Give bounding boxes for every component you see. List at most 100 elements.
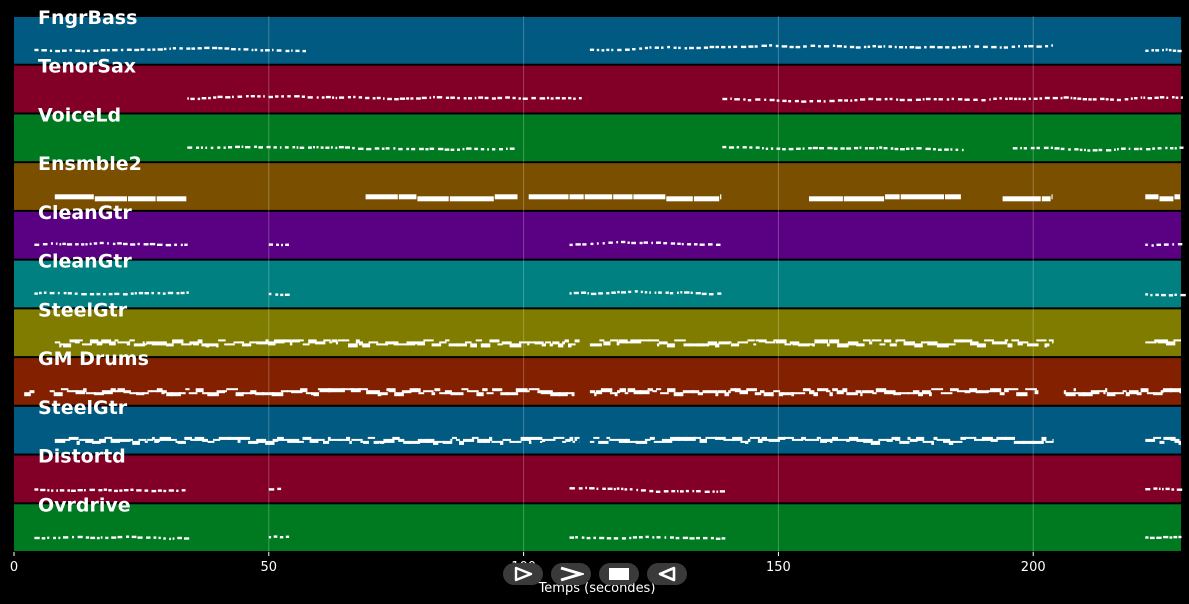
note: [114, 390, 119, 393]
note: [457, 96, 460, 100]
note: [452, 392, 464, 396]
note: [381, 147, 385, 150]
track-lane-background: [14, 65, 1181, 113]
note: [254, 48, 258, 52]
note: [541, 343, 546, 347]
note: [789, 45, 794, 49]
note: [172, 339, 184, 344]
note: [625, 438, 630, 443]
note: [282, 339, 292, 343]
note: [1044, 96, 1050, 100]
note: [964, 98, 970, 101]
note: [114, 339, 119, 342]
note: [801, 100, 807, 103]
note: [678, 46, 681, 50]
note: [596, 48, 600, 52]
note: [331, 146, 333, 149]
note: [91, 440, 101, 444]
note: [879, 146, 883, 149]
note: [360, 440, 364, 443]
note: [530, 436, 543, 440]
chevron-right-icon: [560, 566, 584, 582]
note: [760, 390, 765, 394]
note: [433, 95, 435, 99]
note: [1052, 339, 1054, 344]
note: [974, 438, 984, 441]
note: [804, 438, 809, 441]
note: [228, 436, 240, 440]
note: [762, 147, 764, 150]
note: [743, 98, 746, 101]
note: [721, 537, 726, 540]
note: [886, 438, 893, 442]
track-lane: [14, 309, 1181, 357]
note: [63, 291, 67, 295]
track-lane-background: [14, 211, 1181, 259]
note: [62, 49, 67, 52]
note: [823, 100, 826, 103]
note: [254, 145, 257, 148]
note: [664, 341, 668, 345]
x-tick-label: 0: [10, 560, 18, 575]
note: [243, 48, 249, 51]
note: [315, 341, 326, 345]
note: [81, 49, 85, 53]
note: [883, 147, 888, 150]
note: [864, 147, 868, 150]
note: [327, 436, 331, 441]
note: [1165, 48, 1168, 51]
note: [589, 48, 595, 51]
note: [776, 99, 780, 102]
note: [235, 392, 244, 397]
note: [204, 46, 210, 50]
stop-button[interactable]: [599, 563, 639, 585]
note: [358, 341, 363, 346]
note: [895, 436, 901, 441]
note: [616, 487, 620, 490]
note: [945, 46, 950, 49]
note: [376, 96, 381, 100]
note: [843, 196, 885, 202]
note: [154, 341, 165, 346]
note: [1177, 243, 1183, 246]
note: [665, 291, 669, 294]
note: [614, 392, 618, 397]
note: [540, 390, 553, 395]
note: [776, 147, 781, 150]
note: [486, 392, 494, 395]
note: [325, 95, 331, 99]
note: [58, 536, 61, 540]
note: [781, 45, 788, 48]
track-lane: [14, 114, 1184, 162]
note: [899, 46, 904, 49]
forward-button[interactable]: [551, 563, 591, 585]
note: [477, 438, 486, 443]
note: [417, 341, 425, 346]
note: [915, 46, 921, 49]
note: [38, 291, 42, 295]
play-button[interactable]: [503, 563, 543, 585]
note: [268, 341, 276, 346]
note: [172, 537, 175, 540]
note: [929, 45, 935, 49]
note: [242, 392, 253, 395]
note: [663, 490, 669, 493]
note: [691, 390, 700, 394]
note: [248, 440, 259, 444]
note: [1034, 390, 1039, 395]
note: [558, 392, 568, 397]
note: [1041, 436, 1047, 441]
note: [1002, 392, 1005, 396]
note: [114, 292, 120, 296]
note: [564, 339, 569, 343]
note: [245, 146, 251, 149]
note: [1087, 149, 1091, 152]
note: [134, 292, 137, 295]
note: [85, 243, 88, 246]
note: [117, 388, 125, 393]
note: [565, 438, 571, 442]
note: [1041, 196, 1051, 202]
note: [773, 390, 781, 393]
rewind-button[interactable]: [647, 563, 687, 585]
note: [275, 95, 279, 98]
